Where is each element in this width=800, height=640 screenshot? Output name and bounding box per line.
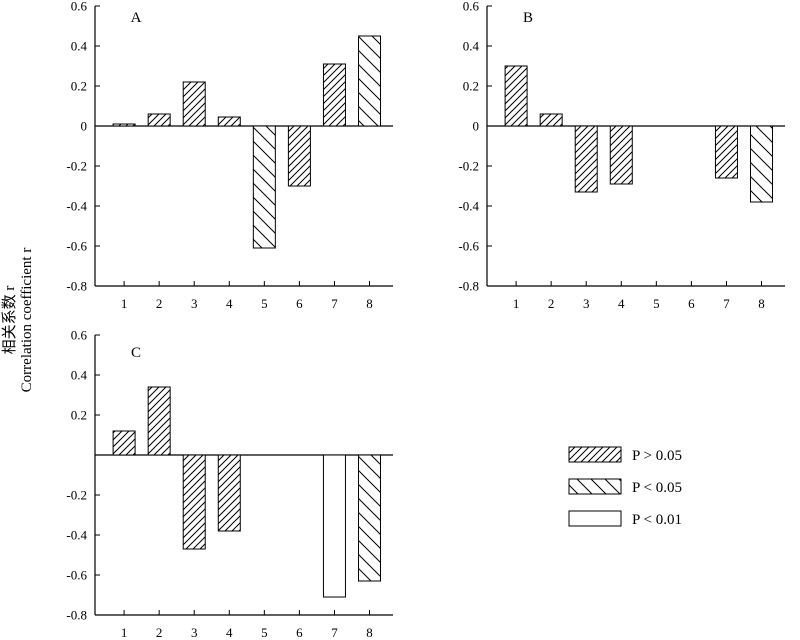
panel-b-x-tick-label: 3 (583, 296, 590, 311)
panel-c-x-tick-label: 6 (296, 625, 303, 640)
panel-c-y-tick-label: 0.2 (71, 408, 87, 423)
panel-b-x-tick-label: 1 (513, 296, 520, 311)
panel-c-bar-8 (358, 454, 382, 582)
panel-c-label: C (131, 345, 141, 361)
legend-label-p_gt_005: P > 0.05 (632, 448, 682, 464)
panel-a-x-tick-label: 5 (261, 296, 268, 311)
panel-c-bar-2 (147, 386, 171, 456)
panel-c-x-tick-label: 4 (226, 625, 233, 640)
panel-b-y-tick-label: 0.2 (463, 79, 479, 94)
panel-b-y-tick-label: -0.6 (458, 239, 479, 254)
panel-b-bar-2 (539, 113, 563, 127)
panel-b-x-tick-label: 7 (723, 296, 730, 311)
panel-a-x-tick-label: 6 (296, 296, 303, 311)
panel-c-y-tick-label: 0.6 (71, 328, 88, 343)
panel-a-x-tick-label: 2 (156, 296, 163, 311)
panel-b-x-tick-label: 2 (548, 296, 555, 311)
legend-swatch-p_lt_001 (568, 510, 622, 527)
panel-a-bar-7 (322, 63, 346, 127)
panel-a-y-tick-label: 0.6 (71, 0, 88, 14)
panel-c-y-tick-label: -0.8 (66, 608, 87, 623)
panel-c-x-tick-label: 7 (331, 625, 338, 640)
panel-c-x-tick-label: 8 (366, 625, 373, 640)
y-axis-label-cn: 相关系数 r (1, 286, 18, 355)
panel-a-bar-4 (217, 116, 241, 127)
panel-b-x-tick-label: 5 (653, 296, 660, 311)
panel-a-bar-2 (147, 113, 171, 127)
panel-a-bar-8 (358, 35, 382, 127)
panel-c-y-tick-label: 0.4 (71, 368, 88, 383)
legend: P > 0.05 P < 0.05 P < 0.01 (568, 446, 682, 528)
panel-a-x-tick-label: 3 (191, 296, 198, 311)
panel-c-x-tick-label: 3 (191, 625, 198, 640)
panel-b-y-tick-label: 0.6 (463, 0, 480, 14)
panel-a-y-tick-label: 0 (81, 119, 88, 134)
legend-label-p_lt_001: P < 0.01 (632, 512, 682, 528)
panel-a-y-tick-label: -0.2 (66, 159, 87, 174)
panel-b-y-tick-label: -0.2 (458, 159, 479, 174)
panel-c-y-tick-label: -0.6 (66, 568, 87, 583)
panel-a: 0.6 0.4 0.2 0 -0.2 -0.4 -0.6 -0.8 1 2 3 4 5 6 7 8 A (66, 0, 393, 311)
panel-c-x-tick-label: 2 (156, 625, 163, 640)
panel-c-y-tick-label: -0.4 (66, 528, 87, 543)
panel-b-label: B (523, 10, 533, 26)
panel-b-x-tick-label: 6 (688, 296, 695, 311)
panel-b-y-tick-label: 0.4 (463, 39, 480, 54)
panel-c-bar-1 (112, 430, 136, 456)
panel-c-x-tick-label: 1 (121, 625, 128, 640)
legend-label-p_lt_005: P < 0.05 (632, 480, 682, 496)
panel-a-x-tick-label: 1 (121, 296, 128, 311)
panel-b-y-tick-label: 0 (473, 119, 480, 134)
panel-b-bar-4 (609, 125, 633, 185)
panel-c-bar-7 (322, 454, 346, 598)
legend-swatch-p_gt_005 (568, 446, 622, 463)
panel-b-bar-8 (750, 125, 774, 203)
panel-c-y-tick-label: -0.2 (66, 488, 87, 503)
panel-a-y-tick-label: 0.4 (71, 39, 88, 54)
panel-b-y-tick-label: -0.4 (458, 199, 479, 214)
panel-c-bar-4 (217, 454, 241, 532)
panel-a-label: A (131, 10, 142, 26)
panel-a-bar-5 (252, 125, 276, 249)
panel-c-x-tick-label: 5 (261, 625, 268, 640)
legend-swatch-p_lt_005 (568, 478, 622, 495)
panel-b-y-tick-label: -0.8 (458, 279, 479, 294)
panel-c: 0.6 0.4 0.2 -0.2 -0.4 -0.6 -0.8 1 2 3 4 5 6 7 8 C (66, 328, 393, 640)
panel-b-x-tick-label: 4 (618, 296, 625, 311)
y-axis-label-en: Correlation coefficient r (19, 248, 35, 393)
panel-a-y-tick-label: -0.8 (66, 279, 87, 294)
panel-b: 0.6 0.4 0.2 0 -0.2 -0.4 -0.6 -0.8 1 2 3 4 5 6 7 8 B (458, 0, 785, 311)
panel-b-bar-3 (574, 125, 598, 193)
panel-c-bar-3 (182, 454, 206, 550)
panel-a-bar-6 (287, 125, 311, 187)
panel-a-y-tick-label: 0.2 (71, 79, 87, 94)
panel-a-bar-1 (112, 123, 136, 127)
panel-b-bar-1 (504, 65, 528, 127)
panel-a-bar-3 (182, 81, 206, 127)
panel-b-bar-7 (714, 125, 738, 179)
panel-a-y-tick-label: -0.4 (66, 199, 87, 214)
panel-a-x-tick-label: 7 (331, 296, 338, 311)
panel-a-x-tick-label: 4 (226, 296, 233, 311)
panel-a-y-tick-label: -0.6 (66, 239, 87, 254)
panel-a-x-tick-label: 8 (366, 296, 373, 311)
panel-b-x-tick-label: 8 (758, 296, 765, 311)
